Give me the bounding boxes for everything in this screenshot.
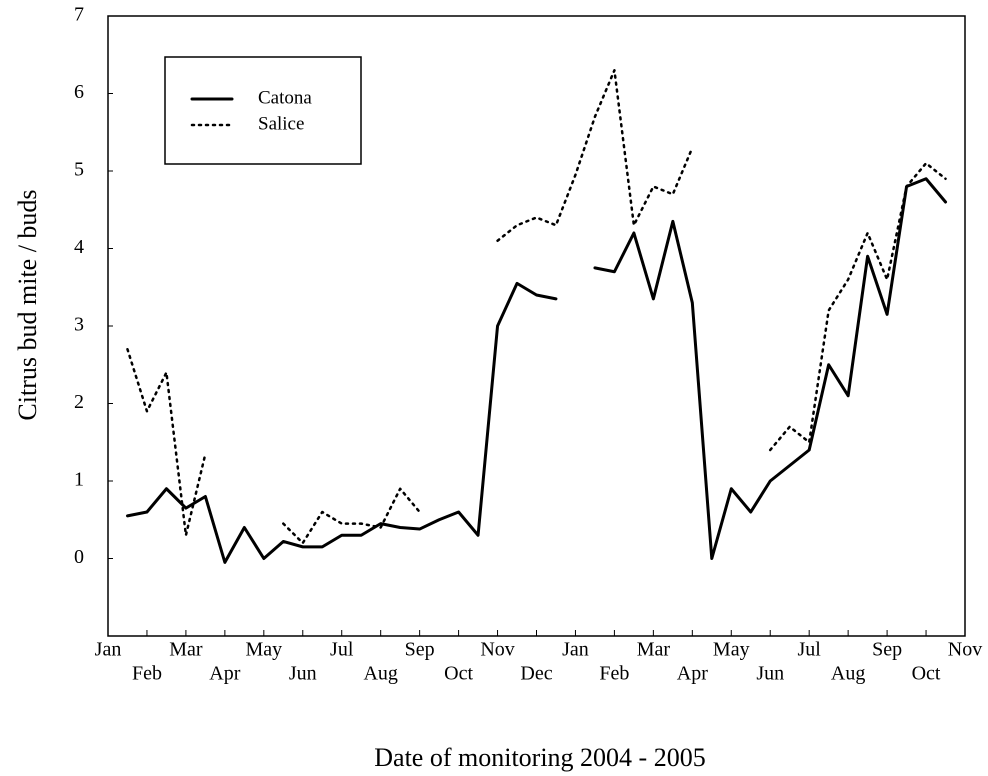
x-tick-label: Apr bbox=[677, 663, 708, 685]
x-tick-label: Dec bbox=[520, 663, 552, 685]
x-tick-label: Sep bbox=[872, 639, 902, 661]
x-tick-label: Mar bbox=[169, 639, 203, 661]
x-tick-label: Aug bbox=[831, 663, 865, 685]
y-tick-label: 3 bbox=[74, 314, 84, 336]
x-tick-label: Jun bbox=[756, 663, 784, 685]
legend-label: Catona bbox=[258, 87, 312, 108]
x-tick-label: Sep bbox=[405, 639, 435, 661]
y-tick-label: 0 bbox=[74, 546, 84, 568]
x-tick-label: Oct bbox=[912, 663, 941, 685]
y-tick-label: 6 bbox=[74, 81, 84, 103]
x-tick-label: May bbox=[245, 639, 282, 661]
y-tick-label: 1 bbox=[74, 469, 84, 491]
legend-label: Salice bbox=[258, 113, 304, 134]
x-tick-label: Jun bbox=[289, 663, 317, 685]
x-tick-label: Jan bbox=[95, 639, 122, 661]
x-axis-label: Date of monitoring 2004 - 2005 bbox=[374, 743, 705, 772]
x-tick-label: Jul bbox=[330, 639, 354, 661]
data-line bbox=[125, 177, 948, 564]
x-tick-label: Feb bbox=[132, 663, 162, 685]
x-tick-label: Feb bbox=[599, 663, 629, 685]
x-tick-label: Apr bbox=[209, 663, 240, 685]
y-tick-label: 2 bbox=[74, 391, 84, 413]
x-tick-label: Jul bbox=[798, 639, 822, 661]
y-tick-label: 4 bbox=[74, 236, 84, 258]
x-tick-label: May bbox=[713, 639, 750, 661]
x-tick-label: Aug bbox=[363, 663, 397, 685]
x-tick-label: Nov bbox=[480, 639, 514, 661]
y-axis-label: Citrus bud mite / buds bbox=[13, 189, 42, 420]
y-tick-label: 7 bbox=[74, 4, 84, 26]
x-tick-label: Oct bbox=[444, 663, 473, 685]
x-tick-label: Mar bbox=[637, 639, 671, 661]
y-tick-label: 5 bbox=[74, 159, 84, 181]
x-tick-label: Jan bbox=[562, 639, 589, 661]
legend-box bbox=[164, 56, 362, 165]
x-tick-label: Nov bbox=[948, 639, 982, 661]
